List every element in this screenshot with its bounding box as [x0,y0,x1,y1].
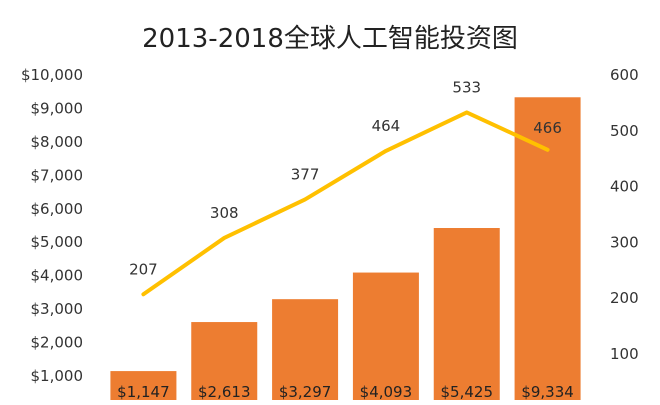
left-tick-label: $3,000 [31,300,84,318]
left-tick-label: $9,000 [31,99,84,117]
bar-data-label: $1,147 [117,383,170,400]
right-tick-label: 600 [610,66,639,84]
chart-title: 2013-2018全球人工智能投资图 [142,24,518,54]
right-tick-label: 200 [610,289,639,307]
line-data-label: 207 [129,260,158,278]
bar-2018 [514,97,581,405]
bar-data-label: $2,613 [198,383,251,400]
left-tick-label: $2,000 [31,334,84,352]
bar-2014 [191,322,258,405]
left-tick-label: $7,000 [31,166,84,184]
line-path [141,110,550,297]
line-data-label: 466 [533,119,562,137]
bar-data-label: $9,334 [521,383,574,400]
bar-2017 [433,228,500,405]
line-data-labels: 207 308 377 464 533 466 [129,78,562,278]
line-data-label: 377 [291,165,320,183]
left-tick-label: $10,000 [21,66,83,84]
line-series [141,110,550,297]
left-tick-label: $8,000 [31,133,84,151]
bar-series [110,97,581,405]
right-tick-label: 500 [610,122,639,140]
line-data-label: 533 [452,78,481,96]
line-data-label: 464 [372,117,401,135]
right-tick-label: 100 [610,345,639,363]
right-axis: 100 200 300 400 500 600 [610,66,639,363]
left-tick-label: $5,000 [31,233,84,251]
bar-data-label: $3,297 [279,383,332,400]
left-axis: $1,000 $2,000 $3,000 $4,000 $5,000 $6,000 $7,0… [21,66,83,385]
left-tick-label: $6,000 [31,200,84,218]
right-tick-label: 300 [610,233,639,251]
bar-data-label: $4,093 [360,383,413,400]
bar-2015 [272,299,339,405]
bar-data-labels: $1,147 $2,613 $3,297 $4,093 $5,425 $9,334 [117,383,574,401]
bar-2016 [352,272,419,405]
left-tick-label: $4,000 [31,267,84,285]
right-tick-label: 400 [610,178,639,196]
left-tick-label: $1,000 [31,367,84,385]
line-data-label: 308 [210,204,239,222]
bar-2013 [110,371,177,405]
bar-data-label: $5,425 [441,383,494,400]
